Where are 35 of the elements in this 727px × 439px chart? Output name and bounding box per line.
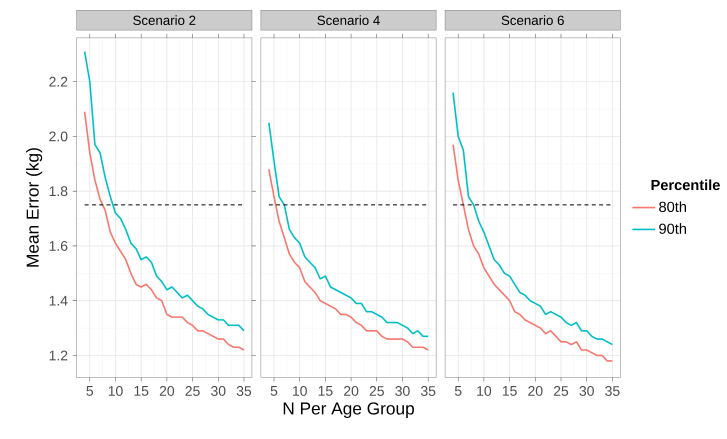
x-tick-label: 30 xyxy=(211,386,226,396)
y-tick-label: 1.2 xyxy=(50,350,68,360)
x-axis-title: N Per Age Group xyxy=(284,402,414,418)
x-tick-label: 25 xyxy=(186,386,200,396)
y-axis-title: Mean Error (kg) xyxy=(26,148,42,267)
chart-title: Scenario 2 xyxy=(133,15,196,25)
x-tick-label: 25 xyxy=(554,386,568,396)
y-tick-label: 2.2 xyxy=(49,76,68,86)
x-tick-label: 5 xyxy=(270,386,278,396)
y-tick-label: 1.6 xyxy=(50,240,68,251)
x-tick-label: 35 xyxy=(605,386,620,396)
x-tick-label: 5 xyxy=(454,386,462,396)
chart-title: Scenario 6 xyxy=(502,15,564,25)
x-tick-label: 15 xyxy=(134,386,148,396)
x-tick-label: 35 xyxy=(420,386,436,396)
x-tick-label: 10 xyxy=(477,386,492,396)
x-tick-label: 10 xyxy=(292,386,307,396)
x-tick-label: 15 xyxy=(502,386,517,396)
x-tick-label: 20 xyxy=(528,386,542,396)
x-tick-label: 20 xyxy=(344,386,358,396)
x-tick-label: 15 xyxy=(318,386,333,396)
y-tick-label: 2.0 xyxy=(49,131,68,142)
x-tick-label: 30 xyxy=(579,386,594,396)
legend-title: Percentile xyxy=(652,179,720,190)
legend-label: 80th xyxy=(659,201,686,212)
chart-title: Scenario 4 xyxy=(317,15,380,25)
x-tick-label: 20 xyxy=(160,386,174,396)
x-tick-label: 5 xyxy=(86,386,94,396)
x-tick-label: 25 xyxy=(370,386,384,396)
x-tick-label: 10 xyxy=(108,386,123,396)
x-tick-label: 35 xyxy=(236,386,252,396)
y-tick-label: 1.8 xyxy=(50,186,68,196)
y-tick-label: 1.4 xyxy=(50,296,68,306)
legend-label: 90th xyxy=(659,223,686,234)
x-tick-label: 30 xyxy=(395,386,410,396)
